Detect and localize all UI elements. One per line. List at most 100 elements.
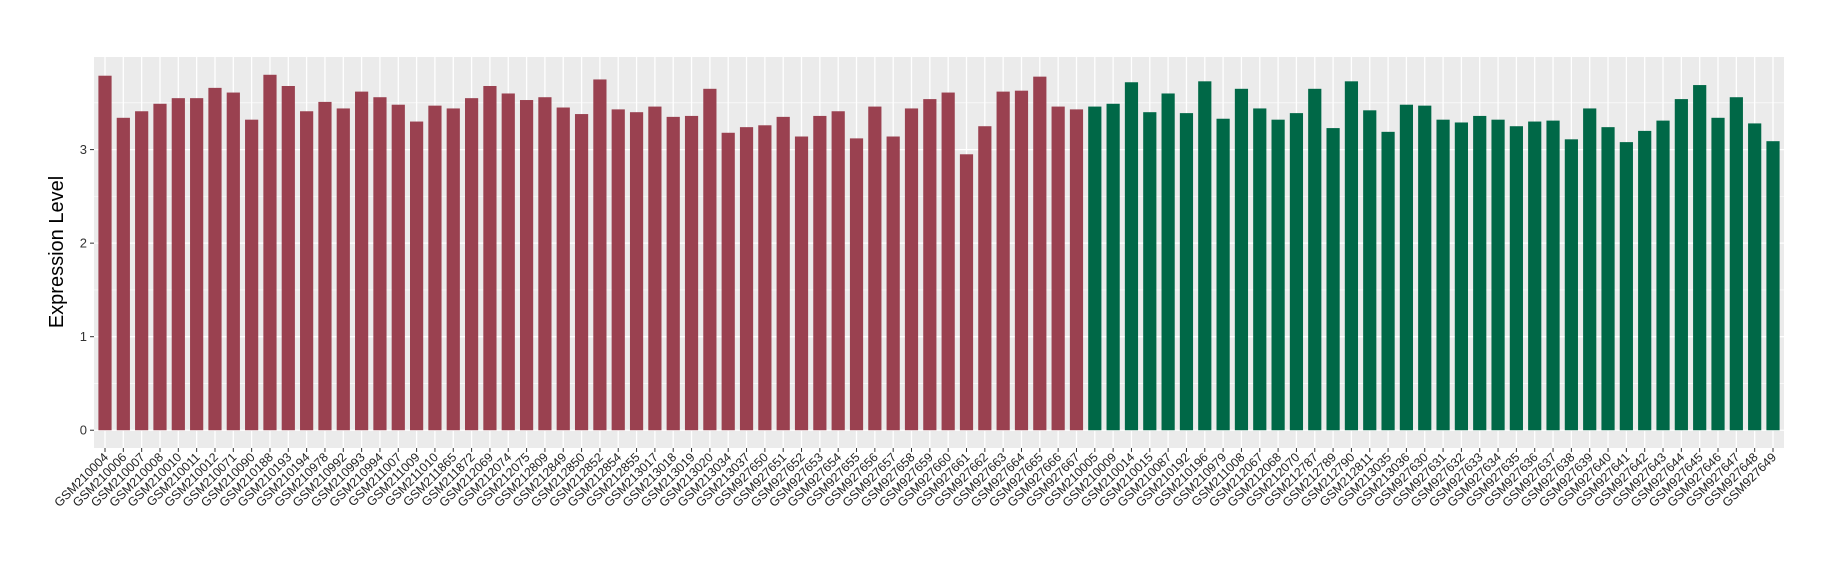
bar-GSM212849 [556, 107, 570, 431]
bar-GSM927661 [959, 154, 974, 431]
bar-GSM212790 [1344, 81, 1359, 431]
y-axis-title: Expression Level [46, 176, 68, 328]
bar-GSM211008 [1234, 88, 1249, 431]
bar-GSM212068 [1271, 119, 1285, 431]
bar-GSM210992 [336, 108, 350, 431]
bar-GSM927653 [813, 115, 827, 431]
bar-GSM927646 [1711, 117, 1725, 431]
bar-GSM210193 [281, 85, 295, 431]
bar-GSM212855 [629, 112, 644, 431]
bar-GSM213034 [721, 132, 735, 431]
bar-GSM210194 [300, 111, 314, 431]
bar-GSM927657 [886, 136, 900, 431]
bar-GSM210007 [135, 111, 149, 431]
bar-GSM927662 [978, 126, 992, 431]
y-tick-label: 3 [80, 142, 87, 157]
x-axis: GSM210004GSM210006GSM210007GSM210008GSM2… [52, 448, 1779, 510]
bar-GSM213020 [703, 88, 717, 431]
bar-GSM927652 [794, 136, 809, 431]
bar-GSM927642 [1638, 130, 1652, 431]
bar-GSM210006 [116, 117, 130, 431]
bar-GSM212854 [611, 109, 625, 431]
bar-GSM210188 [263, 74, 277, 431]
bar-GSM210010 [171, 98, 185, 431]
bar-GSM211872 [464, 98, 479, 431]
bar-GSM927647 [1729, 97, 1743, 431]
bars [98, 74, 1780, 431]
bar-GSM212789 [1326, 128, 1340, 431]
bar-GSM213017 [648, 106, 662, 431]
bar-GSM927649 [1766, 141, 1780, 431]
bar-GSM213018 [666, 116, 680, 431]
bar-GSM927631 [1436, 119, 1450, 431]
bar-GSM210009 [1106, 103, 1120, 431]
bar-GSM212852 [593, 79, 607, 431]
bar-GSM213035 [1381, 131, 1395, 431]
bar-GSM927640 [1601, 127, 1615, 431]
bar-GSM211010 [428, 105, 442, 431]
bar-GSM211007 [391, 104, 405, 431]
bar-GSM212850 [574, 114, 589, 431]
bar-GSM213036 [1399, 104, 1414, 431]
bar-GSM210978 [318, 101, 332, 431]
bar-GSM210196 [1198, 81, 1212, 431]
bar-GSM927666 [1051, 106, 1065, 431]
bar-GSM927659 [923, 99, 937, 431]
bar-GSM927667 [1069, 109, 1084, 431]
y-tick-label: 0 [80, 423, 87, 438]
bar-GSM211865 [446, 108, 460, 431]
bar-GSM210015 [1143, 112, 1157, 431]
bar-GSM210071 [226, 92, 240, 431]
bar-GSM927634 [1491, 119, 1505, 431]
bar-GSM927650 [758, 125, 772, 431]
bar-GSM927651 [776, 116, 790, 431]
bar-GSM210979 [1216, 118, 1230, 431]
bar-GSM927632 [1454, 122, 1468, 431]
bar-GSM927638 [1564, 139, 1578, 431]
bar-GSM927635 [1509, 126, 1523, 431]
bar-GSM927643 [1656, 120, 1670, 431]
bar-GSM210004 [98, 75, 112, 431]
bar-GSM212069 [483, 85, 497, 431]
bar-GSM927655 [849, 138, 864, 431]
bar-GSM927654 [831, 111, 845, 431]
bar-GSM211009 [410, 121, 424, 431]
bar-GSM210090 [245, 119, 259, 431]
y-tick-label: 1 [80, 329, 87, 344]
bar-GSM927663 [996, 91, 1010, 431]
bar-GSM927639 [1583, 108, 1597, 431]
bar-GSM927660 [941, 92, 955, 431]
bar-GSM210087 [1161, 93, 1175, 431]
bar-GSM210011 [190, 98, 204, 431]
bar-GSM927658 [904, 108, 919, 431]
bar-GSM212074 [501, 93, 515, 431]
bar-GSM212809 [538, 97, 552, 431]
bar-GSM927637 [1546, 120, 1560, 431]
bar-GSM927644 [1674, 99, 1688, 431]
bar-GSM210993 [355, 91, 369, 431]
bar-GSM927641 [1619, 142, 1633, 431]
bar-GSM927633 [1473, 115, 1487, 431]
bar-GSM210192 [1179, 113, 1194, 431]
bar-GSM927656 [868, 106, 882, 431]
bar-GSM210014 [1124, 82, 1139, 431]
bar-GSM210008 [153, 103, 167, 431]
bar-GSM210012 [208, 87, 222, 431]
bar-GSM927636 [1528, 121, 1542, 431]
bar-GSM927664 [1014, 90, 1029, 431]
bar-GSM210994 [373, 97, 387, 431]
y-axis: 0 1 2 3 [80, 142, 94, 438]
bar-GSM927665 [1033, 76, 1047, 431]
bar-GSM927645 [1693, 85, 1707, 431]
bar-GSM213037 [739, 127, 754, 431]
bar-GSM213019 [684, 115, 699, 431]
bar-GSM210005 [1088, 106, 1102, 431]
bar-GSM212811 [1363, 110, 1377, 431]
bar-GSM212070 [1289, 113, 1304, 431]
bar-GSM927648 [1748, 123, 1762, 431]
bar-GSM212075 [519, 100, 534, 431]
bar-GSM212067 [1253, 108, 1267, 431]
bar-GSM212787 [1308, 88, 1322, 431]
y-tick-label: 2 [80, 236, 87, 251]
bar-GSM927630 [1418, 105, 1432, 431]
